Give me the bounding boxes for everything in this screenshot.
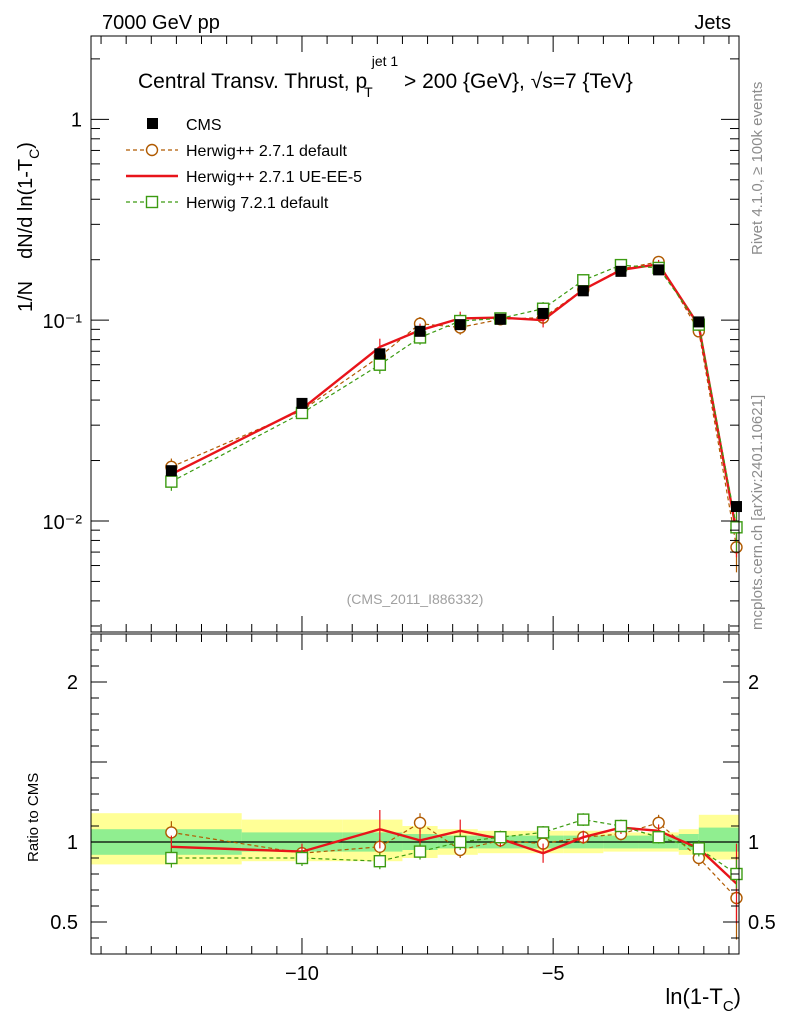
legend-marker-herwigpp-default xyxy=(145,143,159,157)
ratio-tick-label-left: 2 xyxy=(67,672,78,694)
legend-entry-cms: CMS xyxy=(147,117,222,134)
x-tick-label: −5 xyxy=(542,963,565,985)
legend-label-herwigpp-ueee5: Herwig++ 2.7.1 UE-EE-5 xyxy=(186,169,362,186)
legend-label-herwigpp-default: Herwig++ 2.7.1 default xyxy=(186,143,348,160)
plot-title-rest: > 200 {GeV}, √s=7 {TeV} xyxy=(398,70,633,93)
legend-label-cms: CMS xyxy=(186,117,222,134)
x-axis-label: ln(1-TC) xyxy=(665,984,741,1015)
ratio-tick-label-right: 0.5 xyxy=(748,912,776,934)
ratio-point-herwigpp-2-7-1-default xyxy=(413,816,427,829)
x-tick-label: −10 xyxy=(285,963,319,985)
legend-entry-herwigpp-default: Herwig++ 2.7.1 default xyxy=(126,143,348,160)
legend-label-herwig7-default: Herwig 7.2.1 default xyxy=(186,195,329,212)
main-point-herwig-7-2-1-default xyxy=(730,521,743,534)
main-panel-frame xyxy=(90,35,740,633)
x-label-main: ln(1-T xyxy=(665,984,722,1009)
y-label-sub: C xyxy=(26,149,42,159)
main-line-herwig-7-2-1-default xyxy=(171,264,738,528)
plot-title-main: Central Transv. Thrust, p xyxy=(138,70,367,93)
ratio-point-herwig-7-2-1-default xyxy=(494,831,507,844)
y-tick-label: 10⁻² xyxy=(43,512,83,534)
ratio-point-herwig-7-2-1-default xyxy=(454,835,467,849)
main-point-cms xyxy=(454,319,466,331)
ratio-point-herwig-7-2-1-default xyxy=(295,851,309,865)
ratio-point-herwig-7-2-1-default xyxy=(577,813,590,826)
ratio-point-herwig-7-2-1-default xyxy=(692,842,706,855)
ratio-point-herwig-7-2-1-default xyxy=(413,845,427,858)
main-point-cms xyxy=(494,313,506,325)
main-point-cms xyxy=(653,264,665,276)
analysis-watermark: (CMS_2011_I886332) xyxy=(347,591,484,607)
ratio-point-herwig-7-2-1-default xyxy=(652,831,665,844)
legend-marker-herwig7-default xyxy=(145,195,159,209)
legend-marker-cms xyxy=(147,118,158,129)
main-point-cms xyxy=(615,265,627,277)
main-panel: 1 10⁻¹ 10⁻² Central Transv. Thrust, pTjet … xyxy=(43,35,743,633)
main-point-cms xyxy=(414,325,426,337)
main-plot-marks xyxy=(165,255,743,573)
y-tick-label: 1 xyxy=(71,109,82,131)
mcplots-label: mcplots.cern.ch [arXiv:2401.10621] xyxy=(749,395,766,630)
ratio-panel-frame xyxy=(90,633,740,955)
ratio-band-green-11 xyxy=(698,827,739,852)
header-energy: 7000 GeV pp xyxy=(102,12,220,34)
ratio-tick-label-right: 1 xyxy=(748,832,759,854)
ratio-axis-label: Ratio to CMS xyxy=(25,773,42,862)
y-label-close: ) xyxy=(15,142,37,149)
main-point-cms xyxy=(577,285,589,297)
ratio-axes: −10 −5 0.5 0.5 1 1 2 2 xyxy=(50,633,776,985)
main-point-cms xyxy=(537,307,549,319)
ratio-point-herwig-7-2-1-default xyxy=(614,819,628,833)
main-line-herwigpp-2-7-1-ue-ee-5 xyxy=(170,262,738,533)
plot-title-sup: jet 1 xyxy=(371,53,399,69)
legend-entry-herwig7-default: Herwig 7.2.1 default xyxy=(126,195,329,212)
main-point-cms xyxy=(296,397,308,409)
ratio-line-herwig-7-2-1-default xyxy=(171,818,737,875)
y-label-deriv: dN/d ln(1-T xyxy=(15,159,37,259)
main-axes: 1 10⁻¹ 10⁻² xyxy=(43,36,739,632)
main-line-herwigpp-2-7-1-default xyxy=(171,261,738,548)
plot-title-sub: T xyxy=(364,84,373,100)
main-point-herwig-7-2-1-default xyxy=(577,274,590,287)
ratio-line-herwigpp-2-7-1-ue-ee-5 xyxy=(171,826,738,885)
ratio-tick-label-right: 2 xyxy=(748,672,759,694)
ratio-point-herwig-7-2-1-default xyxy=(536,826,550,839)
main-point-cms xyxy=(693,316,705,328)
main-point-herwig-7-2-1-default xyxy=(373,358,387,371)
plot-title: Central Transv. Thrust, pTjet 1 > 200 {G… xyxy=(138,53,633,100)
main-point-cms xyxy=(730,501,742,513)
ratio-line-herwigpp-2-7-1-default xyxy=(171,822,737,899)
ratio-point-herwig-7-2-1-default xyxy=(373,855,387,868)
legend: CMS Herwig++ 2.7.1 default Herwig++ 2.7.… xyxy=(126,117,362,212)
main-point-cms xyxy=(165,465,177,477)
main-point-herwig-7-2-1-default xyxy=(295,406,309,420)
rivet-version-label: Rivet 4.1.0, ≥ 100k events xyxy=(749,82,766,255)
main-point-herwig-7-2-1-default xyxy=(165,475,178,488)
x-label-close: ) xyxy=(734,984,741,1009)
y-tick-label: 10⁻¹ xyxy=(43,311,83,333)
ratio-plot-marks xyxy=(91,810,743,940)
ratio-tick-label-left: 1 xyxy=(67,832,78,854)
ratio-tick-label-left: 0.5 xyxy=(50,912,78,934)
y-axis-label: 1/N dN/d ln(1-TC) xyxy=(15,142,42,312)
main-point-cms xyxy=(374,348,386,360)
ratio-panel: −10 −5 0.5 0.5 1 1 2 2 xyxy=(50,633,776,985)
y-label-norm: 1/N xyxy=(15,281,37,312)
header-jets: Jets xyxy=(694,12,731,34)
legend-entry-herwigpp-ueee5: Herwig++ 2.7.1 UE-EE-5 xyxy=(126,169,362,186)
x-label-sub: C xyxy=(723,998,734,1015)
svg-text:1/NdN/d ln(1-TC): 1/N dN/d ln(1-TC) xyxy=(15,142,42,312)
ratio-point-herwig-7-2-1-default xyxy=(165,851,178,865)
